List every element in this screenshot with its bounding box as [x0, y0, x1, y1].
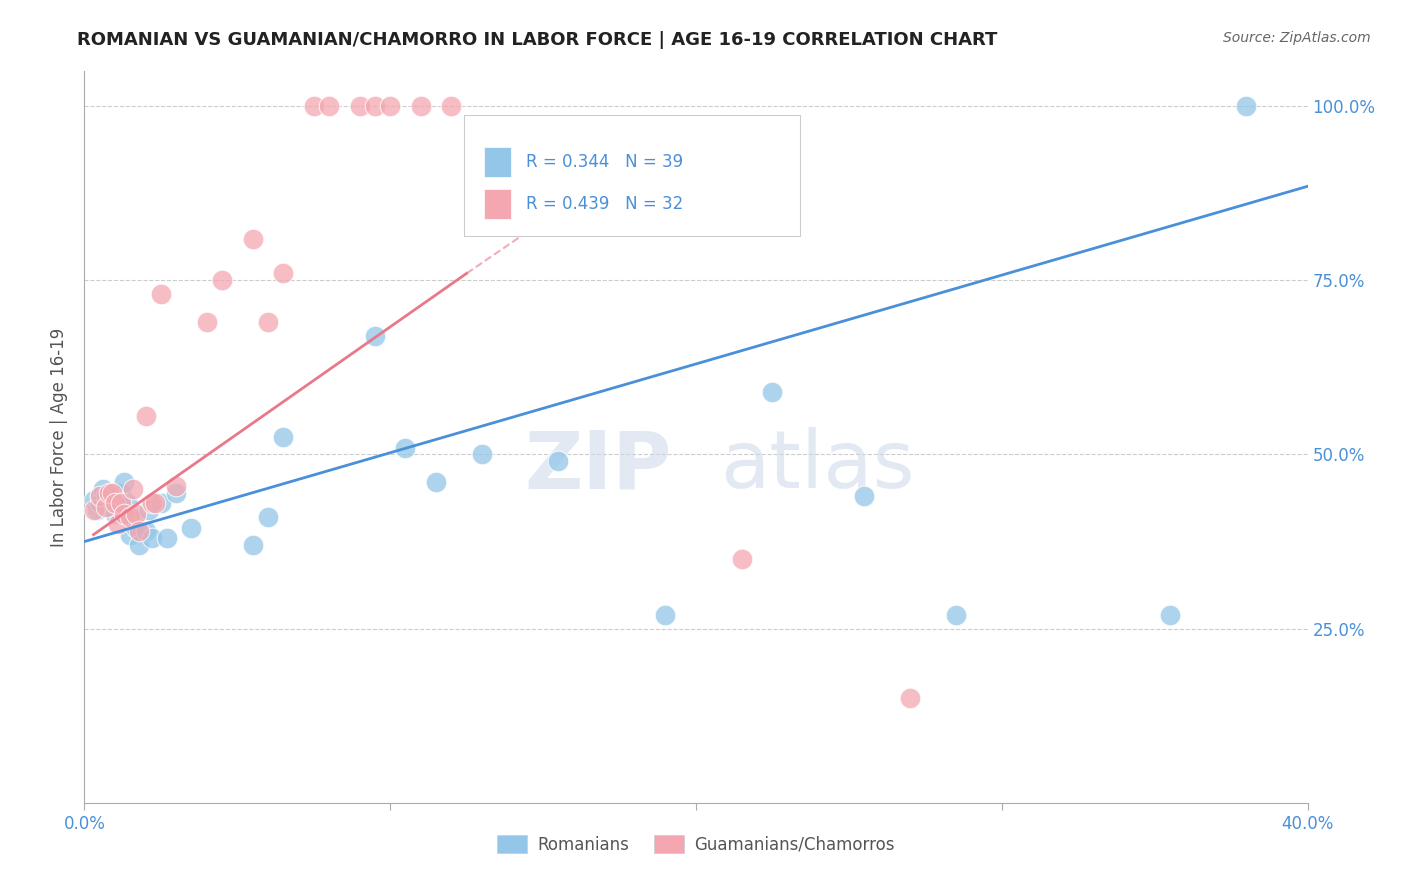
Y-axis label: In Labor Force | Age 16-19: In Labor Force | Age 16-19: [51, 327, 69, 547]
Point: [271, 430, 294, 444]
Point: [425, 475, 447, 490]
Point: [135, 524, 157, 538]
Point: [731, 552, 754, 566]
Point: [104, 496, 127, 510]
Point: [1159, 607, 1181, 622]
Point: [112, 475, 135, 490]
Point: [141, 496, 163, 510]
Point: [547, 454, 569, 468]
Point: [143, 496, 166, 510]
Point: [120, 510, 142, 524]
Text: R = 0.439   N = 32: R = 0.439 N = 32: [526, 195, 683, 213]
Point: [104, 507, 127, 521]
Point: [898, 691, 921, 706]
Point: [149, 287, 172, 301]
Point: [97, 500, 120, 514]
Point: [89, 496, 111, 510]
Point: [110, 496, 132, 510]
Point: [440, 99, 463, 113]
Point: [271, 266, 294, 280]
Point: [107, 517, 129, 532]
Point: [242, 538, 264, 552]
Text: Source: ZipAtlas.com: Source: ZipAtlas.com: [1223, 31, 1371, 45]
Point: [945, 607, 967, 622]
Point: [91, 483, 114, 497]
Point: [94, 489, 117, 503]
Point: [318, 99, 340, 113]
Text: ROMANIAN VS GUAMANIAN/CHAMORRO IN LABOR FORCE | AGE 16-19 CORRELATION CHART: ROMANIAN VS GUAMANIAN/CHAMORRO IN LABOR …: [77, 31, 998, 49]
Point: [135, 409, 157, 424]
Point: [380, 99, 402, 113]
FancyBboxPatch shape: [484, 188, 512, 219]
Point: [156, 531, 179, 545]
Point: [110, 485, 132, 500]
Point: [654, 607, 676, 622]
Point: [471, 448, 494, 462]
Point: [125, 507, 148, 521]
Point: [83, 492, 105, 507]
Text: ZIP: ZIP: [524, 427, 672, 506]
Point: [211, 273, 233, 287]
Point: [409, 99, 432, 113]
Point: [195, 315, 218, 329]
Point: [89, 489, 111, 503]
Point: [257, 315, 280, 329]
Point: [141, 531, 163, 545]
Point: [349, 99, 371, 113]
Point: [364, 99, 387, 113]
Text: R = 0.344   N = 39: R = 0.344 N = 39: [526, 153, 683, 171]
Point: [1236, 99, 1258, 113]
FancyBboxPatch shape: [464, 115, 800, 235]
Point: [394, 441, 416, 455]
Point: [138, 503, 160, 517]
Point: [89, 489, 111, 503]
Point: [761, 384, 783, 399]
Point: [122, 483, 145, 497]
Point: [107, 496, 129, 510]
Point: [104, 485, 127, 500]
Point: [125, 521, 148, 535]
Point: [120, 527, 142, 541]
Point: [165, 485, 187, 500]
Point: [112, 507, 135, 521]
Point: [97, 485, 120, 500]
Point: [364, 329, 387, 343]
Point: [128, 538, 150, 552]
Point: [180, 521, 202, 535]
Point: [101, 485, 124, 500]
Text: atlas: atlas: [720, 427, 915, 506]
Point: [94, 500, 117, 514]
Point: [86, 503, 108, 517]
Point: [122, 510, 145, 524]
Point: [302, 99, 325, 113]
Point: [101, 496, 124, 510]
Point: [257, 510, 280, 524]
Point: [242, 231, 264, 245]
Point: [83, 503, 105, 517]
Point: [115, 496, 138, 510]
Legend: Romanians, Guamanians/Chamorros: Romanians, Guamanians/Chamorros: [491, 829, 901, 860]
Point: [149, 496, 172, 510]
FancyBboxPatch shape: [484, 146, 512, 178]
Point: [853, 489, 876, 503]
Point: [128, 524, 150, 538]
Point: [165, 479, 187, 493]
